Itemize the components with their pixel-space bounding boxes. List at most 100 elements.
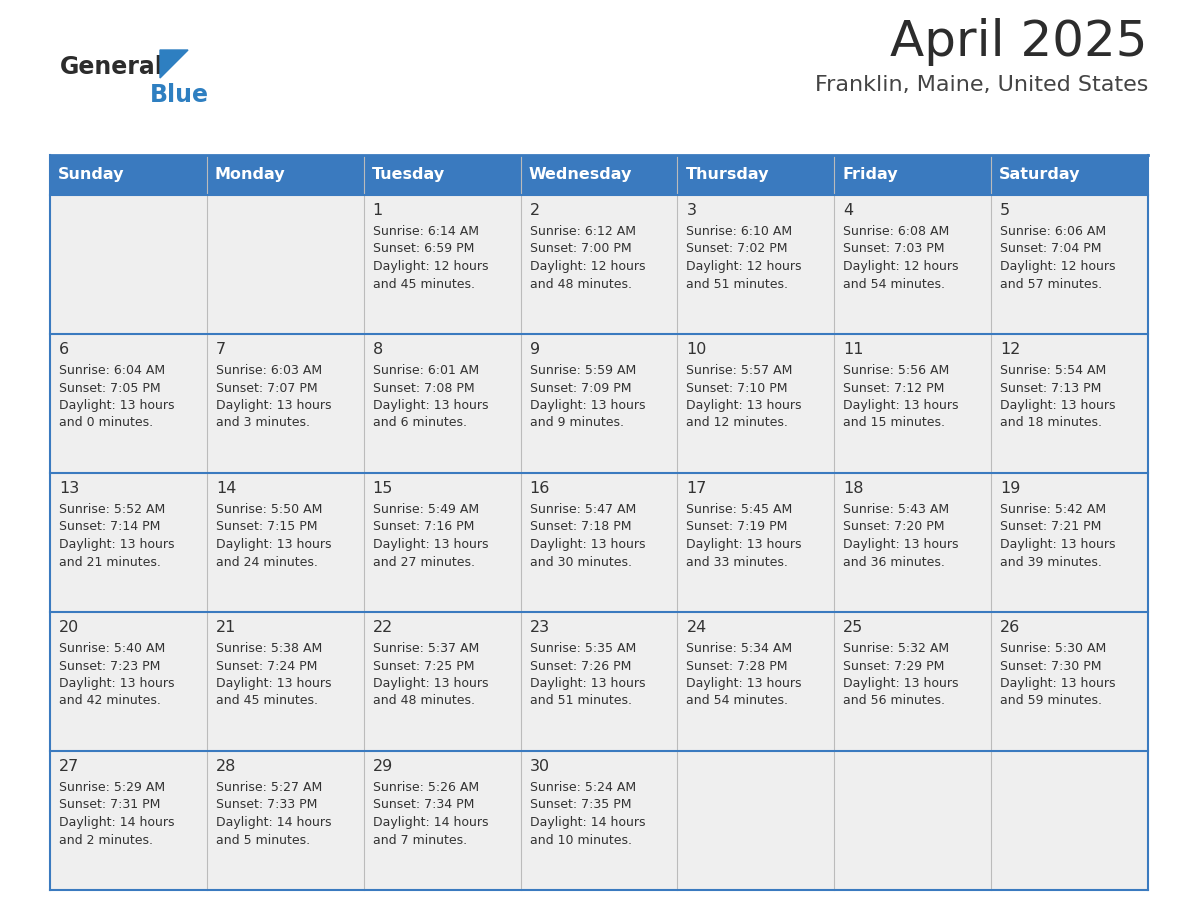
Text: and 57 minutes.: and 57 minutes.	[1000, 277, 1102, 290]
Text: Daylight: 13 hours: Daylight: 13 hours	[687, 399, 802, 412]
Text: Wednesday: Wednesday	[529, 167, 632, 183]
Text: Sunrise: 5:50 AM: Sunrise: 5:50 AM	[216, 503, 322, 516]
Text: Sunset: 7:03 PM: Sunset: 7:03 PM	[843, 242, 944, 255]
Text: 14: 14	[216, 481, 236, 496]
Text: Sunset: 7:04 PM: Sunset: 7:04 PM	[1000, 242, 1101, 255]
Text: and 39 minutes.: and 39 minutes.	[1000, 555, 1102, 568]
Polygon shape	[160, 50, 188, 78]
Text: Sunset: 7:08 PM: Sunset: 7:08 PM	[373, 382, 474, 395]
Text: and 36 minutes.: and 36 minutes.	[843, 555, 946, 568]
Text: and 51 minutes.: and 51 minutes.	[530, 695, 632, 708]
Text: 1: 1	[373, 203, 383, 218]
Text: Daylight: 13 hours: Daylight: 13 hours	[687, 538, 802, 551]
Text: 22: 22	[373, 620, 393, 635]
Text: Sunrise: 5:52 AM: Sunrise: 5:52 AM	[59, 503, 165, 516]
Text: April 2025: April 2025	[891, 18, 1148, 66]
Text: Sunrise: 6:01 AM: Sunrise: 6:01 AM	[373, 364, 479, 377]
Text: Sunset: 6:59 PM: Sunset: 6:59 PM	[373, 242, 474, 255]
Text: Sunrise: 6:03 AM: Sunrise: 6:03 AM	[216, 364, 322, 377]
Text: Sunset: 7:24 PM: Sunset: 7:24 PM	[216, 659, 317, 673]
Text: Sunrise: 6:14 AM: Sunrise: 6:14 AM	[373, 225, 479, 238]
Text: 11: 11	[843, 342, 864, 357]
Text: Daylight: 12 hours: Daylight: 12 hours	[687, 260, 802, 273]
Text: and 45 minutes.: and 45 minutes.	[373, 277, 475, 290]
Text: Sunset: 7:35 PM: Sunset: 7:35 PM	[530, 799, 631, 812]
Text: Sunset: 7:26 PM: Sunset: 7:26 PM	[530, 659, 631, 673]
Text: and 10 minutes.: and 10 minutes.	[530, 834, 632, 846]
Text: and 54 minutes.: and 54 minutes.	[843, 277, 946, 290]
Text: Sunrise: 6:10 AM: Sunrise: 6:10 AM	[687, 225, 792, 238]
Text: Sunset: 7:02 PM: Sunset: 7:02 PM	[687, 242, 788, 255]
Text: Daylight: 13 hours: Daylight: 13 hours	[59, 677, 175, 690]
Text: Sunday: Sunday	[58, 167, 125, 183]
Text: Monday: Monday	[215, 167, 285, 183]
Text: and 3 minutes.: and 3 minutes.	[216, 417, 310, 430]
Text: Daylight: 13 hours: Daylight: 13 hours	[1000, 677, 1116, 690]
Text: 13: 13	[59, 481, 80, 496]
Text: and 51 minutes.: and 51 minutes.	[687, 277, 789, 290]
Text: Franklin, Maine, United States: Franklin, Maine, United States	[815, 75, 1148, 95]
Text: and 7 minutes.: and 7 minutes.	[373, 834, 467, 846]
Text: Sunset: 7:13 PM: Sunset: 7:13 PM	[1000, 382, 1101, 395]
Bar	[50, 195, 1148, 334]
Text: Daylight: 13 hours: Daylight: 13 hours	[687, 677, 802, 690]
Text: Sunset: 7:21 PM: Sunset: 7:21 PM	[1000, 521, 1101, 533]
Text: 4: 4	[843, 203, 853, 218]
Text: 27: 27	[59, 759, 80, 774]
Text: Sunrise: 5:35 AM: Sunrise: 5:35 AM	[530, 642, 636, 655]
Text: Daylight: 13 hours: Daylight: 13 hours	[843, 538, 959, 551]
Text: Daylight: 14 hours: Daylight: 14 hours	[216, 816, 331, 829]
Text: 12: 12	[1000, 342, 1020, 357]
Text: 17: 17	[687, 481, 707, 496]
Text: Sunrise: 5:49 AM: Sunrise: 5:49 AM	[373, 503, 479, 516]
Text: Sunrise: 5:42 AM: Sunrise: 5:42 AM	[1000, 503, 1106, 516]
Text: Sunrise: 5:38 AM: Sunrise: 5:38 AM	[216, 642, 322, 655]
Text: Sunset: 7:28 PM: Sunset: 7:28 PM	[687, 659, 788, 673]
Text: Sunrise: 5:34 AM: Sunrise: 5:34 AM	[687, 642, 792, 655]
Text: Sunrise: 6:04 AM: Sunrise: 6:04 AM	[59, 364, 165, 377]
Text: and 9 minutes.: and 9 minutes.	[530, 417, 624, 430]
Text: Sunrise: 5:40 AM: Sunrise: 5:40 AM	[59, 642, 165, 655]
Text: Sunrise: 5:37 AM: Sunrise: 5:37 AM	[373, 642, 479, 655]
Text: and 21 minutes.: and 21 minutes.	[59, 555, 160, 568]
Text: Sunrise: 5:59 AM: Sunrise: 5:59 AM	[530, 364, 636, 377]
Text: Sunset: 7:25 PM: Sunset: 7:25 PM	[373, 659, 474, 673]
Text: Sunset: 7:23 PM: Sunset: 7:23 PM	[59, 659, 160, 673]
Text: and 42 minutes.: and 42 minutes.	[59, 695, 160, 708]
Text: Sunrise: 5:56 AM: Sunrise: 5:56 AM	[843, 364, 949, 377]
Text: 30: 30	[530, 759, 550, 774]
Text: Daylight: 13 hours: Daylight: 13 hours	[373, 677, 488, 690]
Text: 5: 5	[1000, 203, 1010, 218]
Text: Daylight: 13 hours: Daylight: 13 hours	[530, 677, 645, 690]
Text: and 2 minutes.: and 2 minutes.	[59, 834, 153, 846]
Text: and 15 minutes.: and 15 minutes.	[843, 417, 946, 430]
Text: and 45 minutes.: and 45 minutes.	[216, 695, 318, 708]
Text: and 30 minutes.: and 30 minutes.	[530, 555, 632, 568]
Text: Sunset: 7:14 PM: Sunset: 7:14 PM	[59, 521, 160, 533]
Text: 20: 20	[59, 620, 80, 635]
Text: Sunrise: 5:29 AM: Sunrise: 5:29 AM	[59, 781, 165, 794]
Text: Daylight: 13 hours: Daylight: 13 hours	[530, 399, 645, 412]
Text: and 0 minutes.: and 0 minutes.	[59, 417, 153, 430]
Text: Daylight: 13 hours: Daylight: 13 hours	[373, 399, 488, 412]
Text: Sunset: 7:12 PM: Sunset: 7:12 PM	[843, 382, 944, 395]
Text: and 33 minutes.: and 33 minutes.	[687, 555, 789, 568]
Bar	[50, 612, 1148, 751]
Text: and 54 minutes.: and 54 minutes.	[687, 695, 789, 708]
Text: and 24 minutes.: and 24 minutes.	[216, 555, 317, 568]
Bar	[50, 155, 1148, 195]
Text: Daylight: 13 hours: Daylight: 13 hours	[216, 399, 331, 412]
Text: General: General	[61, 55, 164, 79]
Text: 3: 3	[687, 203, 696, 218]
Bar	[50, 751, 1148, 890]
Text: 23: 23	[530, 620, 550, 635]
Text: Sunset: 7:05 PM: Sunset: 7:05 PM	[59, 382, 160, 395]
Text: Daylight: 13 hours: Daylight: 13 hours	[1000, 399, 1116, 412]
Text: Daylight: 13 hours: Daylight: 13 hours	[59, 538, 175, 551]
Bar	[50, 473, 1148, 612]
Text: and 48 minutes.: and 48 minutes.	[530, 277, 632, 290]
Text: Sunrise: 6:08 AM: Sunrise: 6:08 AM	[843, 225, 949, 238]
Text: 15: 15	[373, 481, 393, 496]
Text: and 56 minutes.: and 56 minutes.	[843, 695, 946, 708]
Text: 25: 25	[843, 620, 864, 635]
